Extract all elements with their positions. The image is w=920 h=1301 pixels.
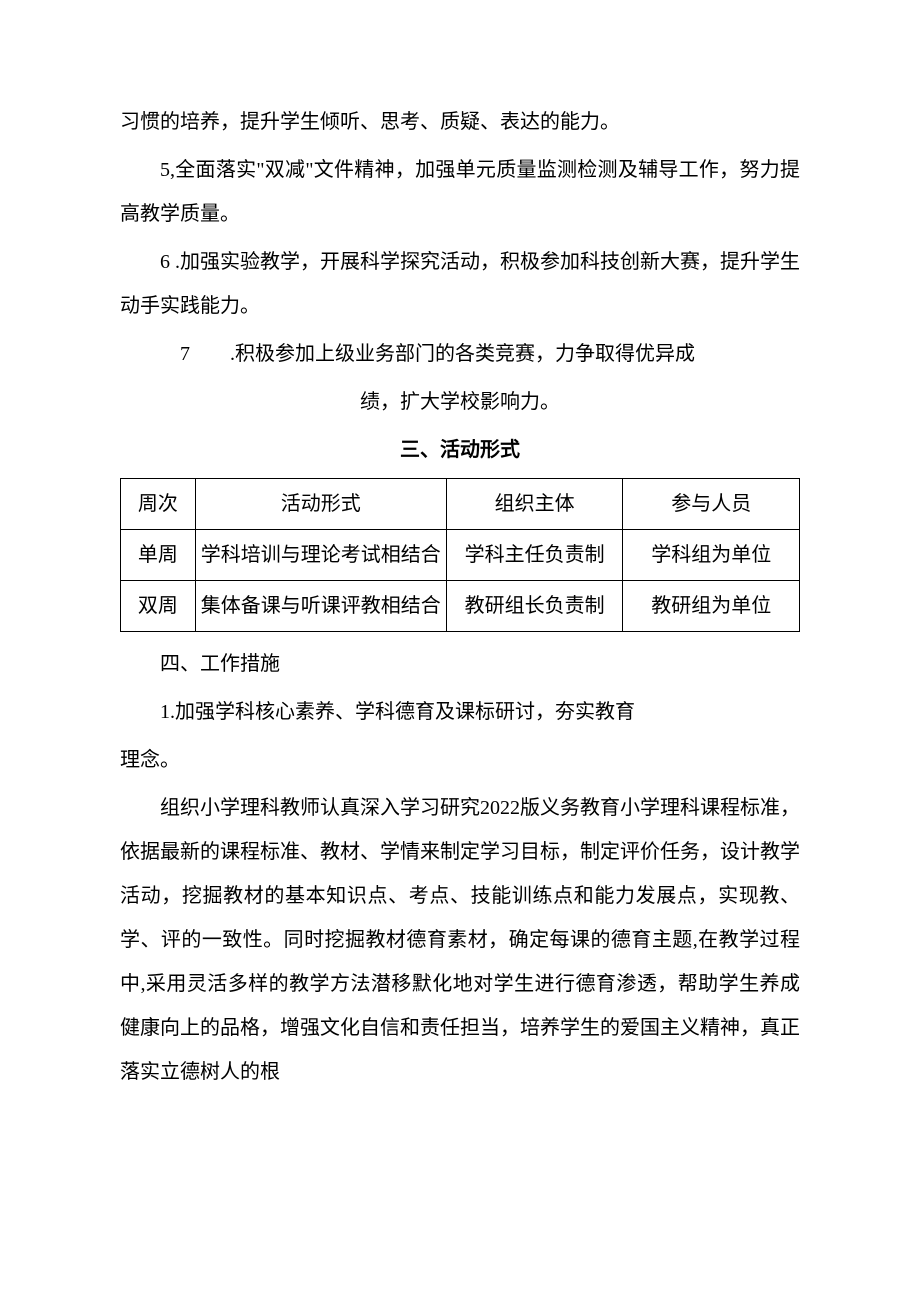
section-3-title: 三、活动形式 bbox=[120, 428, 800, 472]
table-cell: 单周 bbox=[121, 530, 196, 581]
table-row: 单周 学科培训与理论考试相结合 学科主任负责制 学科组为单位 bbox=[121, 530, 800, 581]
table-cell: 双周 bbox=[121, 581, 196, 632]
paragraph-item-1: 1.加强学科核心素养、学科德育及课标研讨，夯实教育 bbox=[120, 690, 800, 734]
paragraph-continuation: 习惯的培养，提升学生倾听、思考、质疑、表达的能力。 bbox=[120, 100, 800, 144]
table-cell: 学科培训与理论考试相结合 bbox=[195, 530, 446, 581]
paragraph-item-6: 6 .加强实验教学，开展科学探究活动，积极参加科技创新大赛，提升学生动手实践能力… bbox=[120, 240, 800, 328]
table-header-cell: 组织主体 bbox=[446, 479, 623, 530]
table-cell: 学科组为单位 bbox=[623, 530, 800, 581]
table-header-cell: 活动形式 bbox=[195, 479, 446, 530]
activity-table: 周次 活动形式 组织主体 参与人员 单周 学科培训与理论考试相结合 学科主任负责… bbox=[120, 478, 800, 632]
table-header-cell: 周次 bbox=[121, 479, 196, 530]
paragraph-item-1-cont: 理念。 bbox=[120, 738, 800, 782]
paragraph-item-7-line1: 7 .积极参加上级业务部门的各类竞赛，力争取得优异成 bbox=[120, 332, 800, 376]
table-cell: 教研组为单位 bbox=[623, 581, 800, 632]
section-4-title: 四、工作措施 bbox=[120, 642, 800, 686]
table-cell: 学科主任负责制 bbox=[446, 530, 623, 581]
table-header-row: 周次 活动形式 组织主体 参与人员 bbox=[121, 479, 800, 530]
paragraph-item-5: 5,全面落实"双减"文件精神，加强单元质量监测检测及辅导工作，努力提高教学质量。 bbox=[120, 148, 800, 236]
table-cell: 教研组长负责制 bbox=[446, 581, 623, 632]
table-cell: 集体备课与听课评教相结合 bbox=[195, 581, 446, 632]
paragraph-item-7-line2: 绩，扩大学校影响力。 bbox=[120, 380, 800, 424]
table-row: 双周 集体备课与听课评教相结合 教研组长负责制 教研组为单位 bbox=[121, 581, 800, 632]
paragraph-body: 组织小学理科教师认真深入学习研究2022版义务教育小学理科课程标准，依据最新的课… bbox=[120, 786, 800, 1094]
table-header-cell: 参与人员 bbox=[623, 479, 800, 530]
